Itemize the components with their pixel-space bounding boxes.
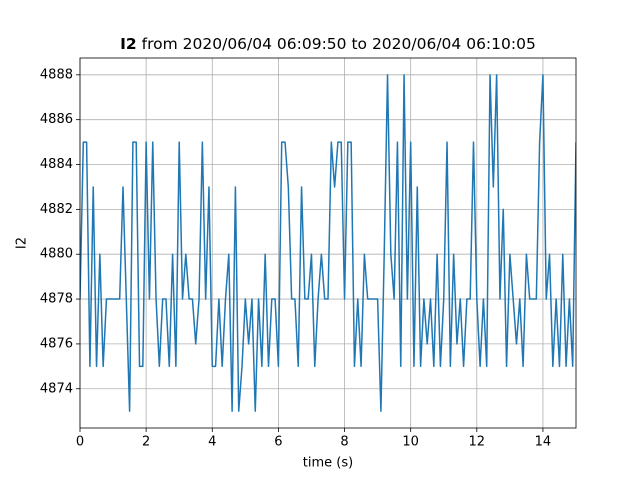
y-tick-label: 4884 [40, 157, 73, 172]
title-name: I2 [120, 35, 137, 53]
y-tick-label: 4882 [40, 202, 73, 217]
chart-title: I2 from 2020/06/04 06:09:50 to 2020/06/0… [120, 35, 536, 53]
y-tick-label: 4876 [40, 336, 73, 351]
x-tick-label: 6 [274, 435, 282, 450]
y-tick-label: 4878 [40, 292, 73, 307]
x-tick-label: 14 [535, 435, 552, 450]
x-tick-label: 2 [142, 435, 150, 450]
x-tick-label: 8 [340, 435, 348, 450]
y-tick-label: 4888 [40, 67, 73, 82]
y-axis-label: I2 [15, 237, 30, 249]
x-tick-label: 0 [76, 435, 84, 450]
x-tick-label: 12 [469, 435, 486, 450]
x-axis-label: time (s) [303, 456, 353, 471]
plot-frame [79, 57, 577, 429]
x-tick-label: 4 [208, 435, 216, 450]
data-line [80, 74, 576, 412]
y-tick-label: 4886 [40, 112, 73, 127]
y-tick-label: 4874 [40, 381, 73, 396]
x-tick-label: 10 [402, 435, 419, 450]
y-tick-label: 4880 [40, 247, 73, 262]
title-text: from 2020/06/04 06:09:50 to 2020/06/04 0… [142, 35, 536, 53]
